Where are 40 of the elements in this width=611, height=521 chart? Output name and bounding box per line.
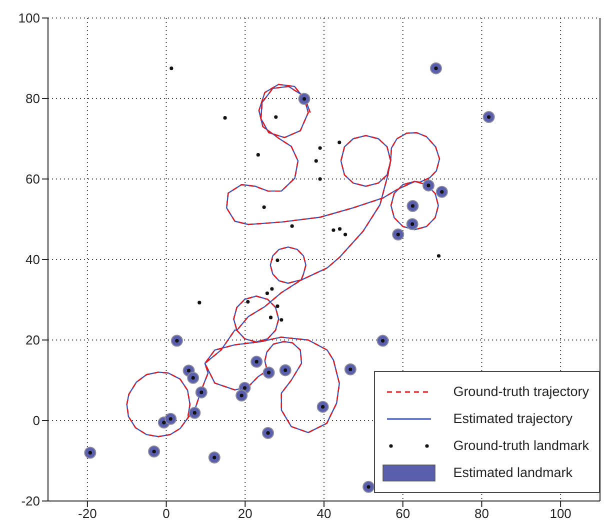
- point: [338, 227, 342, 231]
- y-tick-label: 40: [26, 252, 40, 268]
- point: [290, 224, 294, 228]
- point: [270, 287, 274, 291]
- x-tick-label: -20: [78, 506, 97, 521]
- point: [256, 153, 260, 157]
- point: [338, 140, 342, 144]
- legend-label: Ground-truth trajectory: [453, 384, 589, 399]
- point: [246, 300, 250, 304]
- point: [436, 254, 441, 258]
- x-tick-label: 100: [550, 506, 572, 521]
- legend-label: Estimated trajectory: [453, 411, 572, 426]
- point: [280, 318, 284, 322]
- x-tick-label: 40: [316, 506, 332, 521]
- legend-label: Ground-truth landmark: [453, 438, 589, 453]
- y-tick-label: 0: [32, 413, 40, 428]
- point: [223, 116, 227, 120]
- y-tick-label: 80: [26, 91, 40, 106]
- x-tick-label: 20: [238, 506, 252, 521]
- y-tick-label: 100: [18, 10, 40, 26]
- legend-label: Estimated landmark: [453, 465, 572, 480]
- point: [198, 300, 202, 304]
- point: [276, 258, 280, 262]
- y-tick-label: 60: [26, 172, 40, 187]
- point: [274, 115, 278, 119]
- point: [332, 228, 336, 232]
- point: [314, 159, 318, 163]
- point: [265, 292, 270, 296]
- point: [170, 66, 174, 70]
- point: [268, 316, 273, 320]
- point: [262, 205, 266, 209]
- x-tick-label: 60: [396, 506, 410, 521]
- point: [318, 146, 322, 150]
- point: [276, 304, 280, 308]
- point: [343, 232, 348, 236]
- y-tick-label: -20: [21, 494, 40, 509]
- x-tick-label: 80: [474, 506, 489, 521]
- x-tick-label: 0: [162, 506, 170, 521]
- point: [318, 177, 322, 181]
- y-tick-label: 20: [26, 332, 40, 348]
